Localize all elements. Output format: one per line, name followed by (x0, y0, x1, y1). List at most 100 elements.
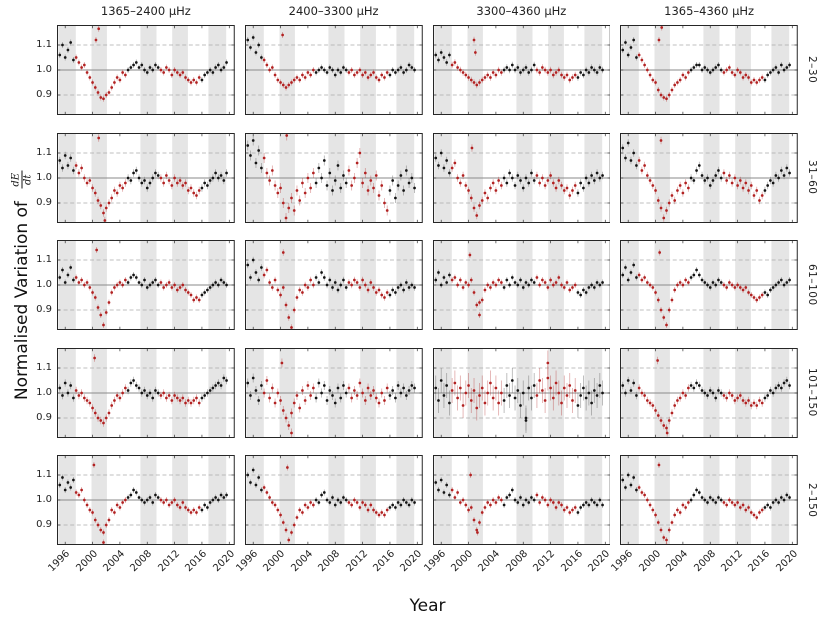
panel-canvas (620, 25, 798, 115)
y-tick-label: 0.9 (36, 304, 52, 315)
gridlines (244, 259, 423, 311)
column-title: 1365–2400 μHz (100, 4, 191, 18)
row-label: 2–150 (806, 482, 818, 518)
panel-canvas (620, 132, 798, 223)
data-points (246, 361, 416, 434)
data-points (433, 38, 604, 87)
gridlines (620, 474, 798, 526)
gridlines (432, 44, 611, 96)
gridlines (57, 44, 235, 96)
gridlines (432, 259, 611, 311)
y-tick-label: 0.9 (36, 411, 52, 423)
panel-canvas (620, 347, 798, 438)
panel-frame (57, 455, 235, 545)
scatter-panel (432, 132, 611, 223)
y-tick-label: 1.1 (36, 254, 52, 265)
data-points (433, 361, 604, 422)
y-tick-label: 1.0 (36, 171, 52, 183)
y-tick-label: 1.1 (36, 146, 52, 158)
panel-frame (57, 347, 235, 438)
panel-frame (244, 455, 423, 545)
panel-frame (620, 132, 798, 223)
y-tick-label: 1.1 (36, 469, 52, 480)
y-tick-label: 1.1 (36, 39, 52, 50)
shaded-bands (621, 25, 790, 115)
scatter-panel (244, 347, 423, 438)
data-points (58, 356, 228, 424)
scatter-panel (432, 25, 611, 115)
row-label: 2–30 (806, 56, 818, 84)
gridlines (57, 152, 235, 203)
scatter-panel (432, 347, 611, 438)
scatter-panel: 0.9 1.0 1.1 (36, 240, 235, 330)
panel-canvas (57, 132, 235, 223)
scatter-panel: 0.9 1.0 1.1 (36, 25, 235, 115)
row-label: 101–150 (806, 368, 818, 417)
panel-frame (432, 132, 611, 223)
fraction-denominator: dt (22, 174, 34, 186)
panel-canvas (57, 240, 235, 330)
panel-frame (57, 132, 235, 223)
data-points (58, 136, 228, 222)
gridlines (432, 152, 611, 203)
scatter-panel: 0.9 1.0 1.1 (36, 347, 235, 438)
y-axis-label-text: Normalised Variation of (12, 201, 32, 401)
panel-frame (244, 132, 423, 223)
scatter-panel (620, 347, 798, 438)
data-points (246, 466, 416, 542)
panel-frame (432, 455, 611, 545)
panel-frame (57, 240, 235, 330)
data-points (246, 133, 416, 219)
data-points (433, 146, 604, 217)
gridlines (620, 152, 798, 203)
panel-canvas (244, 240, 423, 330)
scatter-panel: 1996 2000 2004 2008 2012 2016 2020 (234, 455, 424, 574)
gridlines (244, 152, 423, 203)
scatter-panel (620, 25, 798, 115)
scatter-panel (620, 132, 798, 223)
data-points (621, 463, 792, 545)
data-points (621, 138, 792, 219)
row-label: 31–60 (806, 160, 818, 195)
scatter-panel: 0.9 1.0 1.1 1996 2000 2004 2008 2012 2016 2020 (36, 455, 237, 574)
data-points (58, 463, 228, 544)
gridlines (57, 259, 235, 311)
column-title: 2400–3300 μHz (288, 4, 379, 18)
panel-frame (432, 347, 611, 438)
data-points (246, 251, 416, 329)
panel-canvas (244, 455, 423, 545)
data-points (621, 251, 792, 327)
y-tick-label: 1.0 (36, 64, 52, 75)
data-points (621, 358, 792, 434)
panel-canvas (432, 347, 611, 438)
gridlines (432, 367, 611, 418)
y-axis-label: Normalised Variation of dE dt (10, 96, 34, 476)
column-title: 1365–4360 μHz (664, 4, 755, 18)
panels-grid: 0.9 1.0 1.1 0.9 1.0 1.1 0.9 1.0 1.1 0.9 1.0 1.1 0.9 1… (36, 25, 800, 574)
panel-canvas (244, 132, 423, 223)
gridlines (620, 367, 798, 418)
panel-canvas (57, 347, 235, 438)
y-tick-label: 1.0 (36, 386, 52, 398)
panel-frame (244, 25, 423, 115)
row-labels: 2–30 31–60 61–100 101–150 2–150 (803, 25, 821, 545)
panel-canvas (620, 455, 798, 545)
panel-frame (432, 25, 611, 115)
dEdt-fraction: dE dt (10, 170, 34, 189)
column-titles: 1365–2400 μHz 2400–3300 μHz 3300–4360 μHz 1… (57, 4, 798, 18)
panel-canvas (432, 455, 611, 545)
scatter-panel: 0.9 1.0 1.1 (36, 132, 235, 223)
panel-frame (244, 240, 423, 330)
panel-frame (620, 347, 798, 438)
panel-canvas (57, 455, 235, 545)
y-tick-label: 0.9 (36, 89, 52, 100)
y-tick-label: 1.1 (36, 361, 52, 373)
x-axis-label: Year (409, 596, 446, 616)
panel-frame (620, 455, 798, 545)
panel-canvas (432, 25, 611, 115)
panel-canvas (620, 240, 798, 330)
gridlines (244, 474, 423, 526)
scatter-panel: 1996 2000 2004 2008 2012 2016 2020 (422, 455, 612, 574)
panel-canvas (432, 240, 611, 330)
